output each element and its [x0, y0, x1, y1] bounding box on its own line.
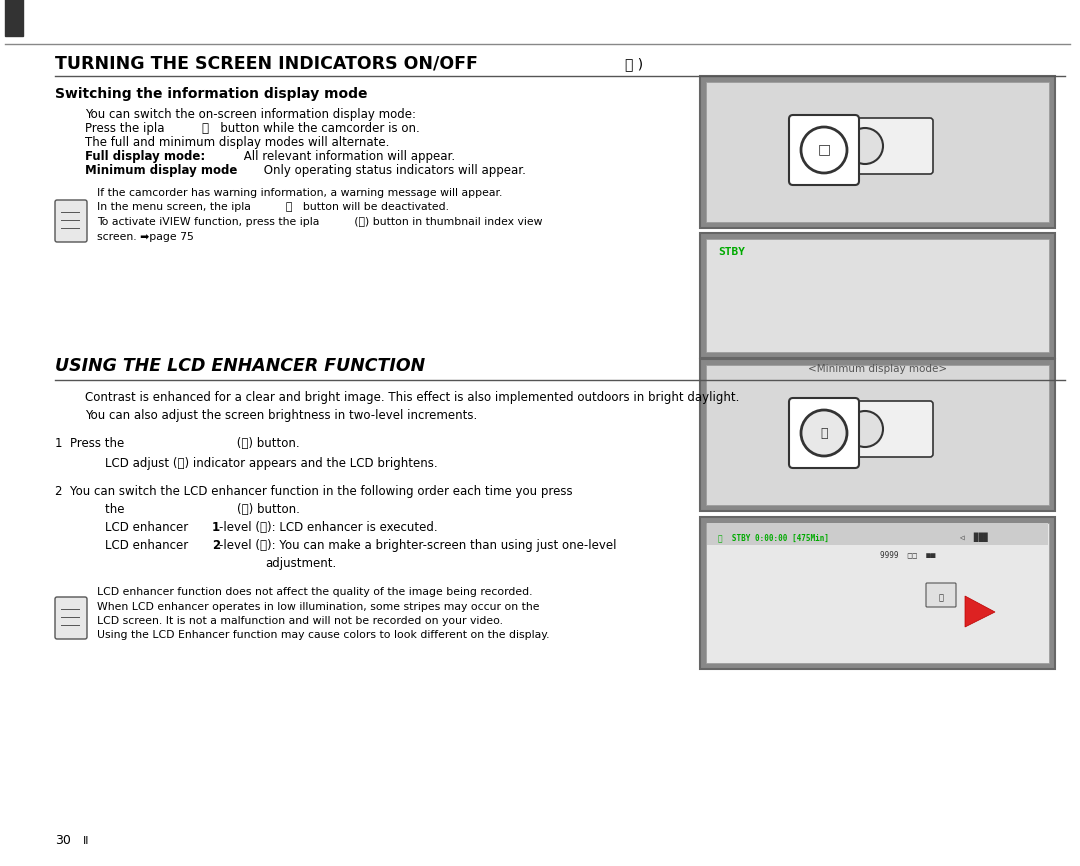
Text: LCD adjust (Ⓞ) indicator appears and the LCD brightens.: LCD adjust (Ⓞ) indicator appears and the… — [105, 457, 437, 470]
Text: Ⓞ: Ⓞ — [820, 427, 827, 440]
Text: Ⓞ: Ⓞ — [939, 593, 944, 602]
Text: Contrast is enhanced for a clear and bright image. This effect is also implement: Contrast is enhanced for a clear and bri… — [85, 391, 740, 404]
Text: 1  Press the                              (Ⓞ) button.: 1 Press the (Ⓞ) button. — [55, 437, 299, 450]
Text: LCD enhancer function does not affect the quality of the image being recorded.: LCD enhancer function does not affect th… — [97, 587, 532, 597]
Text: Ⅱ: Ⅱ — [83, 836, 89, 846]
Bar — [700, 76, 1055, 228]
Text: <Minimum display mode>: <Minimum display mode> — [808, 364, 947, 374]
Text: You can switch the on-screen information display mode:: You can switch the on-screen information… — [85, 108, 416, 121]
Circle shape — [847, 128, 883, 164]
Text: Only operating status indicators will appear.: Only operating status indicators will ap… — [260, 164, 526, 177]
Text: Using the LCD Enhancer function may cause colors to look different on the displa: Using the LCD Enhancer function may caus… — [97, 630, 550, 641]
Text: STBY: STBY — [718, 247, 745, 257]
Text: Minimum display mode: Minimum display mode — [85, 164, 238, 177]
Bar — [706, 82, 1049, 222]
Circle shape — [801, 410, 847, 456]
Text: the                              (Ⓞ) button.: the (Ⓞ) button. — [105, 503, 300, 516]
Text: 1: 1 — [212, 521, 220, 534]
Text: USING THE LCD ENHANCER FUNCTION: USING THE LCD ENHANCER FUNCTION — [55, 357, 426, 375]
Text: 30: 30 — [55, 834, 71, 847]
Text: If the camcorder has warning information, a warning message will appear.: If the camcorder has warning information… — [97, 188, 502, 198]
Text: The full and minimum display modes will alternate.: The full and minimum display modes will … — [85, 136, 390, 149]
Text: adjustment.: adjustment. — [265, 557, 336, 570]
Text: LCD screen. It is not a malfunction and will not be recorded on your video.: LCD screen. It is not a malfunction and … — [97, 616, 503, 626]
Bar — [706, 239, 1049, 352]
Circle shape — [801, 127, 847, 173]
Bar — [700, 517, 1055, 669]
Text: □: □ — [818, 142, 831, 156]
Text: To activate iVIEW function, press the ipla          (Ⓞ) button in thumbnail inde: To activate iVIEW function, press the ip… — [97, 217, 542, 227]
Text: -level (Ⓞ): You can make a brighter-screen than using just one-level: -level (Ⓞ): You can make a brighter-scre… — [219, 539, 617, 552]
Bar — [700, 233, 1055, 358]
FancyBboxPatch shape — [816, 401, 933, 457]
Bar — [706, 523, 1049, 663]
Text: LCD enhancer: LCD enhancer — [105, 521, 192, 534]
FancyBboxPatch shape — [926, 583, 956, 607]
Text: Press the ipla          Ⓞ   button while the camcorder is on.: Press the ipla Ⓞ button while the camcor… — [85, 122, 420, 135]
FancyBboxPatch shape — [816, 118, 933, 174]
Text: Switching the information display mode: Switching the information display mode — [55, 87, 367, 101]
Text: Full display mode:: Full display mode: — [85, 150, 205, 163]
Bar — [5, 0, 23, 36]
Text: ◁  ███: ◁ ███ — [960, 533, 988, 542]
Text: LCD enhancer: LCD enhancer — [105, 539, 192, 552]
FancyBboxPatch shape — [789, 115, 859, 185]
Bar — [707, 523, 1048, 545]
FancyBboxPatch shape — [55, 597, 87, 639]
Text: screen. ➡page 75: screen. ➡page 75 — [97, 231, 194, 242]
Text: 9999  □□  ■■: 9999 □□ ■■ — [880, 550, 935, 559]
Circle shape — [847, 411, 883, 447]
Text: When LCD enhancer operates in low illumination, some stripes may occur on the: When LCD enhancer operates in low illumi… — [97, 602, 540, 611]
Polygon shape — [966, 596, 995, 627]
Text: All relevant information will appear.: All relevant information will appear. — [240, 150, 455, 163]
Bar — [700, 359, 1055, 511]
Text: Ⓞ ): Ⓞ ) — [625, 57, 643, 71]
Text: TURNING THE SCREEN INDICATORS ON/OFF: TURNING THE SCREEN INDICATORS ON/OFF — [55, 54, 477, 72]
Text: -level (Ⓞ): LCD enhancer is executed.: -level (Ⓞ): LCD enhancer is executed. — [219, 521, 437, 534]
Text: You can also adjust the screen brightness in two-level increments.: You can also adjust the screen brightnes… — [85, 409, 477, 422]
Text: Ⓞ  STBY 0:00:00 [475Min]: Ⓞ STBY 0:00:00 [475Min] — [718, 533, 829, 542]
Text: 2  You can switch the LCD enhancer function in the following order each time you: 2 You can switch the LCD enhancer functi… — [55, 485, 572, 498]
Text: In the menu screen, the ipla          Ⓞ   button will be deactivated.: In the menu screen, the ipla Ⓞ button wi… — [97, 203, 449, 212]
Bar — [706, 365, 1049, 505]
FancyBboxPatch shape — [789, 398, 859, 468]
FancyBboxPatch shape — [55, 200, 87, 242]
Text: 2: 2 — [212, 539, 220, 552]
